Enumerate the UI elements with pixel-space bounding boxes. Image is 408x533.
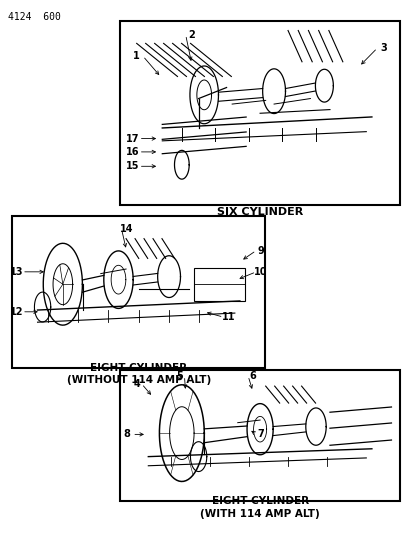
Text: 12: 12 <box>10 307 24 317</box>
Text: EIGHT CYLINDER
(WITHOUT 114 AMP ALT): EIGHT CYLINDER (WITHOUT 114 AMP ALT) <box>67 363 211 385</box>
Bar <box>120 21 400 205</box>
Text: 17: 17 <box>126 134 140 143</box>
Text: 10: 10 <box>254 267 268 277</box>
Text: 13: 13 <box>10 267 24 277</box>
Text: 5: 5 <box>176 371 183 381</box>
Text: 14: 14 <box>120 224 133 234</box>
Text: 8: 8 <box>124 430 131 439</box>
Text: 6: 6 <box>250 371 256 381</box>
Bar <box>194 268 245 301</box>
Bar <box>120 370 400 501</box>
Bar <box>12 216 265 368</box>
Text: SIX CYLINDER: SIX CYLINDER <box>217 207 303 216</box>
Text: 15: 15 <box>126 161 140 171</box>
Text: 1: 1 <box>133 51 140 61</box>
Text: 3: 3 <box>380 43 387 53</box>
Text: 9: 9 <box>258 246 264 255</box>
Text: 7: 7 <box>258 430 264 439</box>
Text: 2: 2 <box>188 30 195 39</box>
Text: EIGHT CYLINDER
(WITH 114 AMP ALT): EIGHT CYLINDER (WITH 114 AMP ALT) <box>200 496 320 519</box>
Text: 4: 4 <box>133 379 140 389</box>
Text: 16: 16 <box>126 147 140 157</box>
Text: 4124  600: 4124 600 <box>8 12 61 22</box>
Text: 11: 11 <box>222 312 235 322</box>
